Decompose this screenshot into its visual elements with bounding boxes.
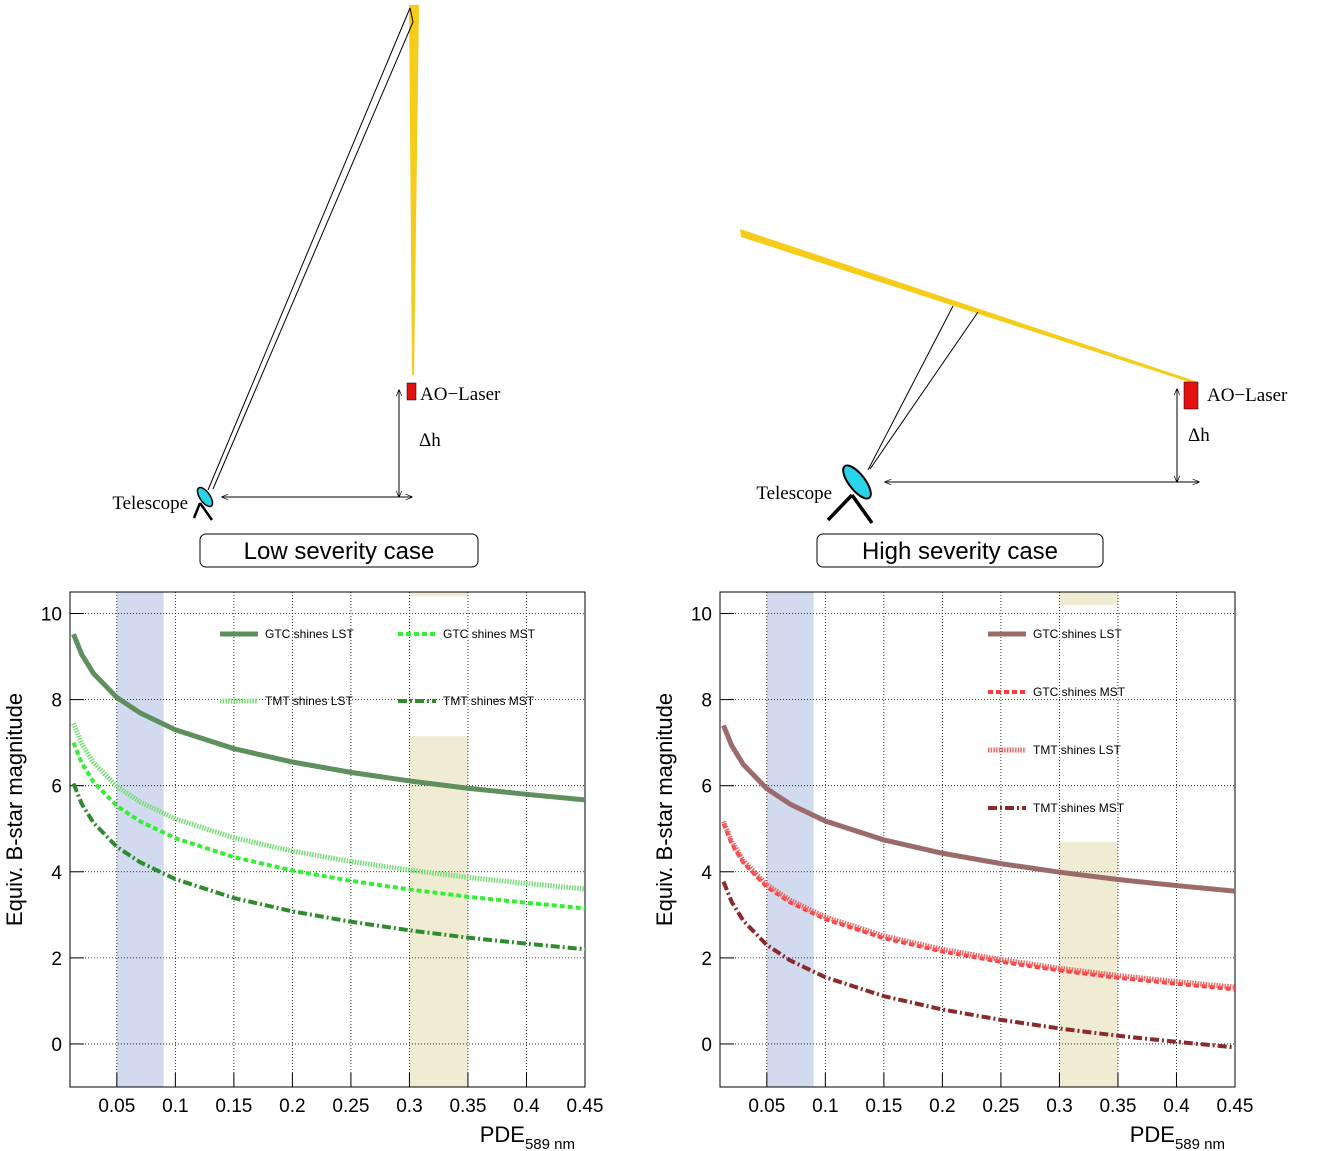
y-tick-label: 10 — [691, 605, 712, 626]
shaded-band — [409, 736, 468, 1087]
sight-line — [869, 311, 979, 470]
y-tick-label: 8 — [51, 691, 62, 712]
y-axis-label: Equiv. B-star magnitude — [652, 693, 677, 926]
x-tick-label: 0.15 — [215, 1096, 252, 1117]
legend-label: TMT shines MST — [443, 694, 535, 708]
legend-label: GTC shines MST — [1033, 685, 1126, 699]
x-tick-label: 0.45 — [1217, 1096, 1254, 1117]
chart: 0.05 0.1 0.15 0.2 0.25 0.3 0.35 0.4 0.45 0 2 4 6 8 10 G… — [652, 591, 1254, 1151]
y-tick-label: 0 — [51, 1035, 62, 1056]
y-tick-label: 2 — [701, 949, 712, 970]
caption-box — [816, 533, 1104, 568]
x-axis-label-main: PDE — [1130, 1122, 1175, 1147]
caption: High severity case — [862, 538, 1058, 565]
data-line — [721, 724, 1235, 894]
x-axis-label-sub: 589 nm — [525, 1136, 575, 1151]
telescope-label: Telescope — [112, 493, 188, 514]
x-tick-label: 0.15 — [865, 1096, 902, 1117]
sight-line — [409, 7, 414, 23]
chart: 0.05 0.1 0.15 0.2 0.25 0.3 0.35 0.4 0.45 0 2 4 6 8 10 G… — [2, 591, 604, 1151]
legend-label: TMT shines LST — [1033, 743, 1121, 757]
legend-label: GTC shines MST — [443, 627, 536, 641]
laser-beam — [409, 5, 419, 375]
telescope-dish — [842, 464, 872, 500]
y-tick-label: 6 — [51, 777, 62, 798]
data-line — [721, 880, 1235, 1050]
x-tick-label: 0.2 — [929, 1096, 955, 1117]
x-tick-label: 0.05 — [748, 1096, 785, 1117]
plot-frame — [69, 591, 586, 1088]
x-tick-label: 0.3 — [396, 1096, 422, 1117]
legend-label: GTC shines LST — [1033, 627, 1122, 641]
y-tick-label: 6 — [701, 777, 712, 798]
diagram-low: AO−Laser Δh Telescope Low severity case — [112, 5, 501, 568]
y-tick-label: 4 — [701, 863, 712, 884]
y-tick-label: 4 — [51, 863, 62, 884]
data-line — [71, 741, 585, 911]
telescope-label: Telescope — [756, 483, 832, 504]
laser — [1183, 381, 1199, 410]
shaded-band — [1059, 841, 1118, 1087]
data-line — [71, 722, 585, 892]
sight-line — [207, 7, 411, 491]
telescope-mount — [826, 493, 874, 525]
x-axis-label-sub: 589 nm — [1175, 1136, 1225, 1151]
height-label: Δh — [1188, 425, 1210, 446]
plot-frame — [719, 591, 1236, 1088]
laser-label: AO−Laser — [420, 384, 501, 405]
telescope-mount — [192, 502, 214, 521]
caption-box — [199, 533, 479, 568]
x-tick-label: 0.2 — [279, 1096, 305, 1117]
laser-beam — [740, 229, 1195, 384]
y-tick-label: 10 — [41, 605, 62, 626]
x-tick-label: 0.1 — [812, 1096, 838, 1117]
telescope-dish — [196, 486, 214, 508]
data-line — [721, 820, 1235, 990]
x-tick-label: 0.4 — [1163, 1096, 1190, 1117]
sight-line — [212, 21, 414, 490]
legend-label: TMT shines LST — [265, 694, 353, 708]
caption: Low severity case — [244, 538, 435, 565]
y-axis-label: Equiv. B-star magnitude — [2, 693, 27, 926]
legend-label: GTC shines LST — [265, 627, 354, 641]
y-tick-label: 0 — [701, 1035, 712, 1056]
x-tick-label: 0.25 — [982, 1096, 1019, 1117]
x-tick-label: 0.35 — [1099, 1096, 1136, 1117]
x-tick-label: 0.1 — [162, 1096, 188, 1117]
shaded-band — [116, 592, 164, 1087]
x-tick-label: 0.45 — [567, 1096, 604, 1117]
height-label: Δh — [419, 430, 441, 451]
x-axis-label: PDE589 nm — [480, 1122, 575, 1151]
x-tick-label: 0.25 — [332, 1096, 369, 1117]
laser — [406, 382, 417, 401]
x-tick-label: 0.05 — [98, 1096, 135, 1117]
data-line — [71, 633, 585, 803]
sight-line — [867, 305, 954, 471]
shaded-band — [766, 592, 814, 1087]
diagram-high: AO−Laser Δh Telescope High severity case — [740, 229, 1288, 568]
shaded-band — [409, 592, 468, 597]
x-tick-label: 0.4 — [513, 1096, 540, 1117]
data-line — [71, 782, 585, 952]
x-axis-label: PDE589 nm — [1130, 1122, 1225, 1151]
x-tick-label: 0.35 — [449, 1096, 486, 1117]
laser-label: AO−Laser — [1207, 385, 1288, 406]
x-tick-label: 0.3 — [1046, 1096, 1072, 1117]
shaded-band — [1059, 592, 1118, 605]
x-axis-label-main: PDE — [480, 1122, 525, 1147]
y-tick-label: 2 — [51, 949, 62, 970]
legend-label: TMT shines MST — [1033, 801, 1125, 815]
y-tick-label: 8 — [701, 691, 712, 712]
